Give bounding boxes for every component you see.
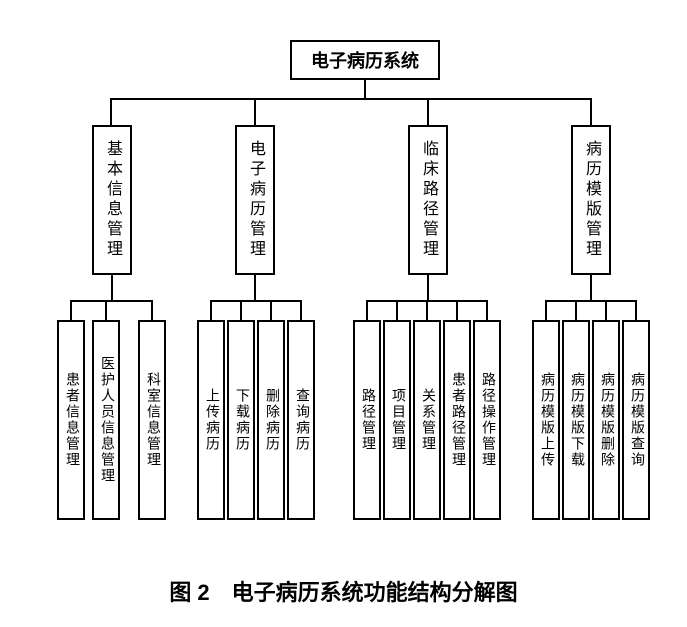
- connector: [70, 300, 72, 320]
- leaf-node: 科室信息管理: [138, 320, 166, 520]
- connector: [426, 300, 428, 320]
- connector: [366, 300, 368, 320]
- mid-node: 临床路径管理: [408, 125, 448, 275]
- connector: [635, 300, 637, 320]
- root-node: 电子病历系统: [290, 40, 440, 80]
- leaf-node: 病历模版查询: [622, 320, 650, 520]
- connector: [210, 300, 212, 320]
- connector: [240, 300, 242, 320]
- leaf-node: 查询病历: [287, 320, 315, 520]
- connector: [605, 300, 607, 320]
- leaf-node: 病历模版上传: [532, 320, 560, 520]
- connector: [210, 300, 300, 302]
- leaf-node: 病历模版下载: [562, 320, 590, 520]
- mid-node: 病历模版管理: [571, 125, 611, 275]
- figure-caption: 图 2 电子病历系统功能结构分解图: [10, 575, 677, 607]
- connector: [545, 300, 635, 302]
- leaf-node: 路径操作管理: [473, 320, 501, 520]
- mid-node: 基本信息管理: [92, 125, 132, 275]
- connector: [364, 80, 366, 98]
- connector: [110, 98, 112, 125]
- connector: [300, 300, 302, 320]
- mid-node: 电子病历管理: [235, 125, 275, 275]
- org-tree-diagram: 电子病历系统基本信息管理 电子病历管理 临床路径管理 病历模版管理患者信息管理医护人员…: [10, 20, 677, 560]
- connector: [254, 98, 256, 125]
- leaf-node: 患者信息管理: [57, 320, 85, 520]
- leaf-node: 医护人员信息管理: [92, 320, 120, 520]
- connector: [270, 300, 272, 320]
- connector: [590, 98, 592, 125]
- connector: [575, 300, 577, 320]
- connector: [486, 300, 488, 320]
- leaf-node: 项目管理: [383, 320, 411, 520]
- leaf-node: 下载病历: [227, 320, 255, 520]
- leaf-node: 关系管理: [413, 320, 441, 520]
- leaf-node: 病历模版删除: [592, 320, 620, 520]
- connector: [110, 98, 590, 100]
- leaf-node: 患者路径管理: [443, 320, 471, 520]
- connector: [590, 275, 592, 300]
- leaf-node: 上传病历: [197, 320, 225, 520]
- connector: [427, 275, 429, 300]
- connector: [427, 98, 429, 125]
- leaf-node: 路径管理: [353, 320, 381, 520]
- connector: [105, 300, 107, 320]
- leaf-node: 删除病历: [257, 320, 285, 520]
- connector: [396, 300, 398, 320]
- connector: [254, 275, 256, 300]
- connector: [545, 300, 547, 320]
- connector: [70, 300, 152, 302]
- connector: [151, 300, 153, 320]
- connector: [456, 300, 458, 320]
- connector: [111, 275, 113, 300]
